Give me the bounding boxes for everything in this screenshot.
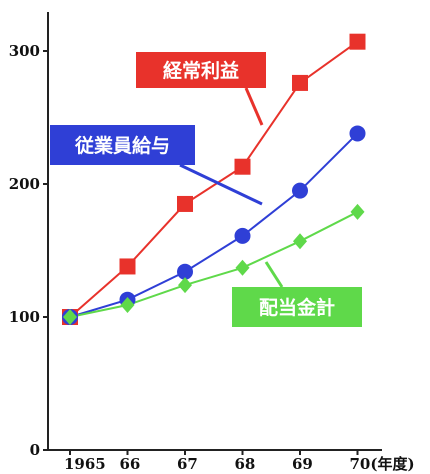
data-point-circle — [292, 182, 308, 199]
series-line — [69, 132, 359, 318]
data-point-diamond — [235, 259, 250, 276]
series-line — [69, 40, 359, 318]
callout-box — [50, 125, 195, 165]
data-point-square — [349, 33, 366, 50]
y-tick-label: 0 — [30, 441, 40, 459]
x-tick-label: 66 — [120, 455, 141, 473]
series-label: 配当金計 — [259, 296, 335, 319]
x-tick-label: 69 — [292, 455, 313, 473]
series-markers — [62, 33, 366, 325]
callout-leader — [264, 261, 284, 288]
y-tick-label: 100 — [9, 308, 40, 326]
callout-box — [136, 52, 266, 88]
y-axis-ticks: 0 100 200 300 — [9, 42, 48, 459]
y-tick-label: 200 — [9, 175, 40, 193]
data-point-square — [234, 158, 251, 175]
x-tick-label: 68 — [235, 455, 256, 473]
x-tick-label: 1965 — [64, 455, 106, 473]
series-line — [69, 211, 358, 318]
callout-leader — [244, 87, 264, 126]
x-axis-ticks: 1965 66 67 68 69 70(年度) — [64, 450, 415, 473]
data-point-square — [177, 195, 193, 212]
data-point-square — [292, 74, 308, 91]
axes — [47, 12, 382, 451]
data-point-diamond — [63, 309, 77, 325]
series-label: 経常利益 — [163, 59, 239, 82]
data-point-circle — [349, 125, 366, 142]
callout-leader — [179, 163, 263, 206]
x-tick-label: 67 — [177, 455, 198, 473]
data-point-circle — [177, 263, 193, 280]
x-tick-label: 70(年度) — [350, 455, 415, 473]
series-label: 従業員給与 — [74, 134, 170, 157]
data-point-diamond — [293, 233, 307, 250]
data-point-diamond — [178, 277, 192, 294]
series-lines — [69, 40, 359, 318]
data-point-diamond — [350, 203, 365, 220]
data-point-square — [119, 258, 136, 275]
data-point-diamond — [120, 297, 135, 314]
y-tick-label: 300 — [9, 42, 40, 60]
data-point-circle — [234, 227, 251, 244]
callout-box — [232, 287, 362, 327]
